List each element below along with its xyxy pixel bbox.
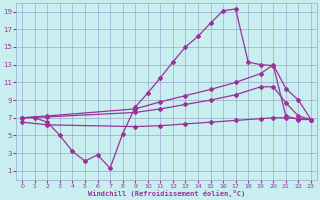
X-axis label: Windchill (Refroidissement éolien,°C): Windchill (Refroidissement éolien,°C) — [88, 190, 245, 197]
